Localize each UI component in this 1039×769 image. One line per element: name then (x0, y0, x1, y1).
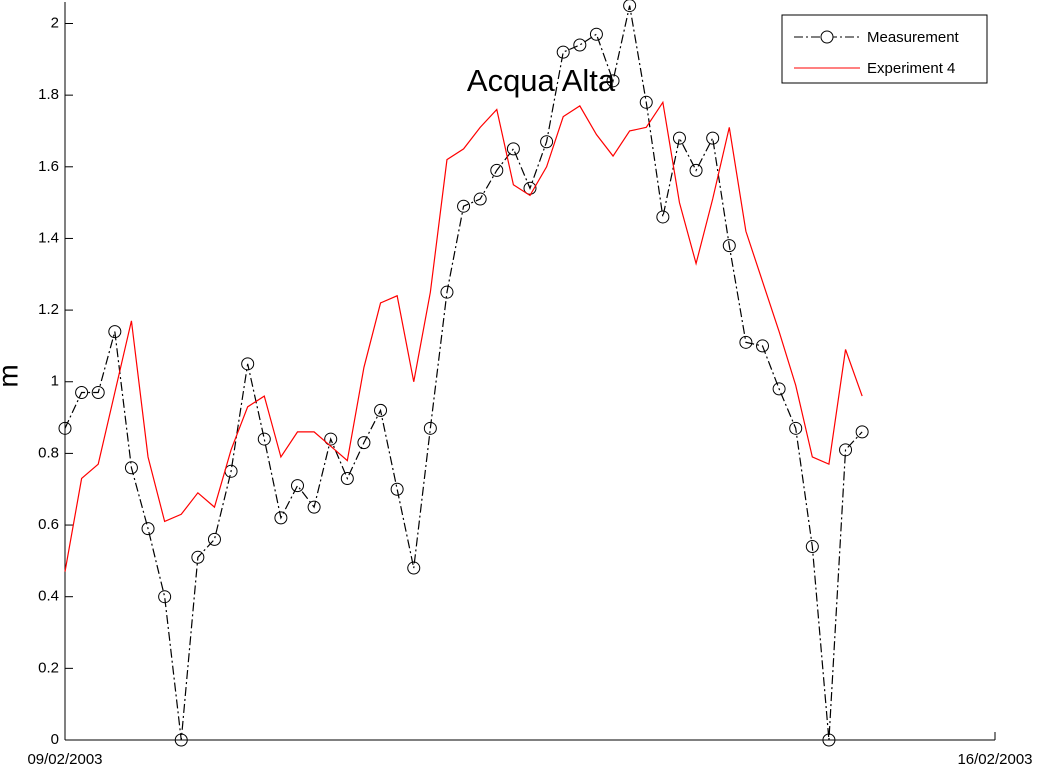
data-point (324, 432, 338, 446)
data-point (739, 335, 753, 349)
y-tick-label: 0.6 (38, 516, 59, 533)
data-point (108, 325, 122, 339)
data-point (656, 210, 670, 224)
y-tick-label: 0 (51, 731, 59, 748)
data-point (291, 479, 304, 493)
series-line (64, 100, 863, 572)
data-point (274, 511, 288, 525)
data-point (174, 733, 188, 747)
y-tick-label: 1.4 (38, 229, 59, 246)
y-tick-label: 1.2 (38, 301, 59, 318)
annotation: Acqua Alta (467, 63, 616, 98)
data-point (589, 27, 603, 41)
data-point (124, 461, 138, 475)
data-point (490, 163, 504, 177)
data-point (423, 421, 437, 435)
data-point (407, 561, 421, 575)
data-point (440, 285, 454, 299)
data-point (207, 532, 221, 546)
data-point (756, 339, 769, 353)
data-point (722, 239, 736, 253)
x-tick-label: 16/02/2003 (957, 751, 1032, 768)
data-point (639, 95, 653, 109)
data-point (689, 163, 703, 177)
data-point (573, 38, 587, 52)
data-point (91, 385, 105, 399)
legend-label: Measurement (867, 29, 960, 46)
y-tick-label: 0.4 (38, 588, 59, 605)
data-point (374, 403, 388, 417)
data-point (839, 443, 853, 457)
y-tick-label: 0.2 (38, 659, 59, 676)
series-line (64, 5, 863, 741)
legend-marker (820, 30, 834, 44)
y-axis-label: m (0, 364, 23, 387)
data-point (141, 522, 155, 536)
data-point (805, 540, 819, 554)
data-point (340, 471, 354, 485)
data-point (390, 482, 404, 496)
data-point (706, 131, 720, 145)
data-point (606, 74, 620, 88)
data-point (556, 45, 570, 59)
data-point (540, 135, 554, 149)
data-point (672, 131, 686, 145)
legend-label: Experiment 4 (867, 60, 955, 77)
data-point (357, 436, 371, 450)
y-tick-label: 2 (51, 14, 59, 31)
y-tick-label: 0.8 (38, 444, 59, 461)
y-tick-label: 1.8 (38, 86, 59, 103)
data-point (855, 425, 869, 439)
x-tick-label: 09/02/2003 (27, 751, 102, 768)
data-point (307, 500, 321, 514)
data-point (772, 382, 786, 396)
data-point (623, 0, 637, 13)
data-point (58, 421, 72, 435)
data-point (75, 385, 89, 399)
data-point (191, 550, 205, 564)
legend-box (781, 14, 988, 84)
data-point (789, 421, 803, 435)
data-point (457, 199, 471, 213)
data-point (241, 357, 255, 371)
y-tick-label: 1.6 (38, 158, 59, 175)
data-point (473, 192, 487, 206)
data-point (257, 432, 271, 446)
data-point (158, 590, 172, 604)
y-tick-label: 1 (51, 373, 59, 390)
data-point (506, 142, 520, 156)
data-point (822, 733, 836, 747)
